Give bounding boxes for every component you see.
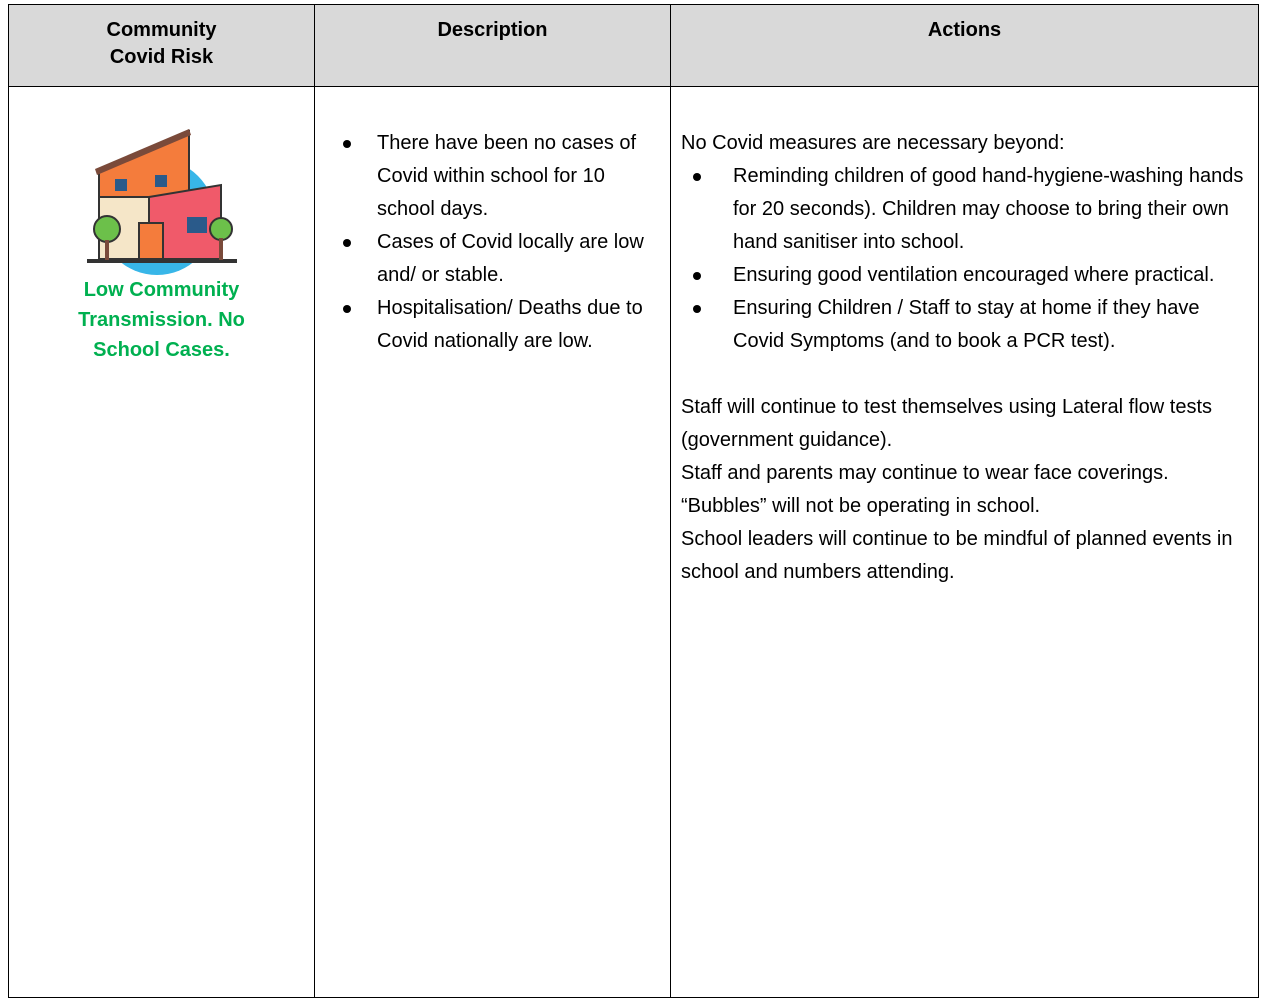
actions-cell: No Covid measures are necessary beyond: …	[670, 86, 1259, 998]
action-note: Staff and parents may continue to wear f…	[681, 462, 1169, 484]
header-row: Community Covid Risk Description Actions	[8, 4, 1259, 87]
action-item: Ensuring good ventilation encouraged whe…	[681, 259, 1248, 292]
risk-label: Low Community Transmission. No School Ca…	[78, 279, 245, 361]
description-item: There have been no cases of Covid within…	[323, 127, 662, 226]
header-cell: Description	[314, 4, 671, 87]
actions-list: Reminding children of good hand-hygiene-…	[681, 160, 1248, 358]
risk-cell: Low Community Transmission. No School Ca…	[8, 86, 315, 998]
action-note: School leaders will continue to be mindf…	[681, 528, 1233, 583]
description-cell: There have been no cases of Covid within…	[314, 86, 671, 998]
header-text: Description	[437, 19, 548, 41]
description-list: There have been no cases of Covid within…	[323, 127, 662, 358]
risk-table: Community Covid Risk Description Actions…	[8, 4, 1259, 998]
description-item: Hospitalisation/ Deaths due to Covid nat…	[323, 292, 662, 358]
header-cell: Community Covid Risk	[8, 4, 315, 87]
body-row: Low Community Transmission. No School Ca…	[8, 86, 1259, 998]
description-item: Cases of Covid locally are low and/ or s…	[323, 226, 662, 292]
action-note: Staff will continue to test themselves u…	[681, 396, 1213, 451]
header-text: Community Covid Risk	[106, 19, 217, 68]
action-item: Ensuring Children / Staff to stay at hom…	[681, 292, 1248, 358]
page: Community Covid Risk Description Actions…	[8, 4, 1259, 998]
house-icon	[87, 129, 237, 275]
action-item: Reminding children of good hand-hygiene-…	[681, 160, 1248, 259]
actions-intro: No Covid measures are necessary beyond:	[681, 132, 1065, 154]
header-cell: Actions	[670, 4, 1259, 87]
action-note: “Bubbles” will not be operating in schoo…	[681, 495, 1041, 517]
spacer	[681, 358, 1248, 391]
header-text: Actions	[927, 19, 1002, 41]
